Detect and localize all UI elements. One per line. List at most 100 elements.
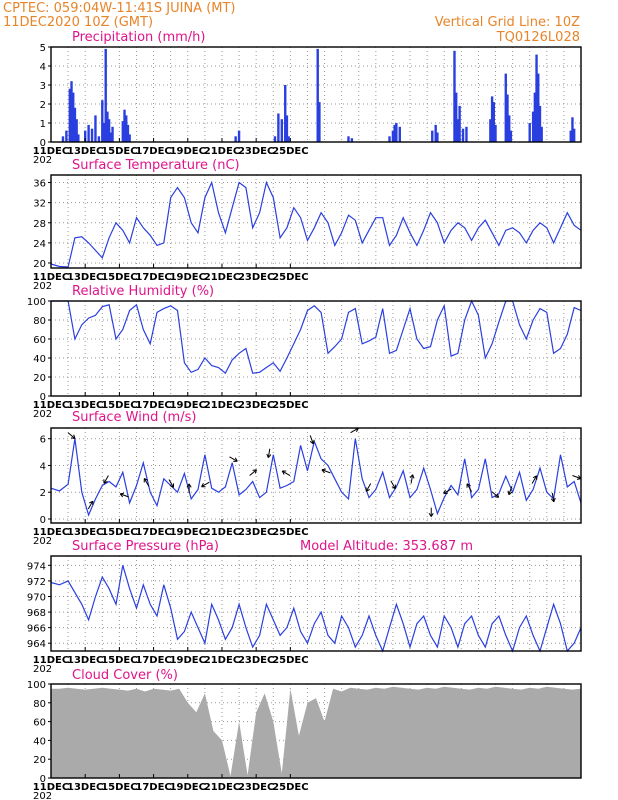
wind-arrow-head	[103, 479, 108, 484]
year-label: 202	[33, 281, 52, 292]
wind-arrow-head	[281, 470, 287, 475]
precip-bar	[569, 130, 572, 142]
x-tick-label: 19DEC	[170, 655, 206, 666]
precip-bar	[453, 50, 456, 142]
wind-arrow-head	[321, 468, 326, 474]
precip-bar	[456, 119, 460, 142]
wind-arrow	[103, 475, 109, 484]
precip-bar	[277, 113, 280, 142]
y-tick-label: 24	[33, 239, 46, 250]
y-tick-label: 968	[27, 608, 46, 619]
wind-arrow	[267, 448, 271, 458]
wind-arrow-head	[70, 434, 76, 439]
wind-arrow	[410, 474, 414, 484]
y-tick-label: 36	[33, 179, 46, 190]
pressure-title: Surface Pressure (hPa)	[72, 539, 219, 554]
precip-bar	[350, 138, 354, 142]
x-tick-label: 21DEC	[204, 527, 240, 538]
x-tick-label: 23DEC	[238, 146, 274, 157]
wind-arrow-head	[365, 487, 370, 492]
wind-arrow-head	[169, 483, 175, 488]
y-tick-label: 4	[40, 62, 46, 73]
precip-bar	[126, 124, 130, 142]
wind-arrow	[350, 427, 359, 434]
wind-arrow	[551, 492, 555, 502]
wind-panel: 024611DEC13DEC15DEC17DEC19DEC21DEC23DEC2…	[33, 427, 582, 547]
wind-arrow-head	[201, 482, 206, 488]
precip-bar	[70, 81, 73, 142]
x-tick-label: 11DEC	[33, 527, 69, 538]
wind-arrow	[531, 475, 538, 484]
y-tick-label: 28	[33, 219, 46, 230]
year-label: 202	[33, 155, 52, 166]
header-model-id: TQ0126L028	[496, 30, 580, 45]
y-tick-label: 3	[40, 81, 46, 92]
wind-arrow-head	[252, 469, 258, 474]
y-tick-label: 0	[40, 392, 46, 403]
wind-arrow	[168, 479, 174, 488]
precip-bar	[65, 130, 68, 142]
y-tick-label: 80	[33, 316, 46, 327]
precip-bar	[538, 105, 542, 142]
x-tick-label: 25DEC	[272, 527, 308, 538]
y-tick-label: 2	[40, 100, 46, 111]
header-location: CPTEC: 059:04W-11:41S JUINA (MT)	[3, 1, 236, 16]
precip-bar	[347, 136, 350, 142]
y-tick-label: 60	[33, 335, 46, 346]
y-tick-label: 5	[40, 43, 46, 54]
x-tick-label: 11DEC	[33, 146, 69, 157]
x-tick-label: 13DEC	[67, 146, 103, 157]
x-tick-label: 25DEC	[272, 146, 308, 157]
y-tick-label: 1	[40, 119, 46, 130]
y-tick-label: 966	[27, 624, 46, 635]
y-tick-label: 0	[40, 138, 46, 149]
wind-arrow-head	[89, 500, 94, 506]
precip-bar	[102, 123, 106, 142]
precip-bar	[107, 119, 111, 142]
wind-arrow	[309, 435, 314, 445]
x-tick-label: 21DEC	[204, 782, 240, 793]
precip-bar	[77, 134, 80, 142]
x-tick-label: 19DEC	[170, 146, 206, 157]
precip-bar	[504, 73, 507, 142]
wind-arrow	[443, 488, 452, 494]
precip-bar	[90, 128, 94, 142]
x-tick-label: 21DEC	[204, 272, 240, 283]
precip-bar	[431, 130, 434, 142]
precip-bar	[316, 48, 319, 142]
wind-arrow	[508, 486, 513, 495]
precip-bar	[436, 132, 439, 142]
precip-bar	[489, 119, 492, 142]
precip-bar	[128, 134, 131, 142]
x-tick-label: 15DEC	[101, 146, 137, 157]
precip-bar	[106, 111, 109, 142]
y-tick-label: 964	[27, 639, 46, 650]
x-tick-label: 19DEC	[170, 782, 206, 793]
precip-bar	[72, 92, 75, 142]
wind-arrow-head	[494, 493, 500, 498]
precip-bar	[540, 126, 543, 142]
precip-bar	[125, 115, 128, 142]
precip-bar	[393, 124, 396, 142]
y-tick-label: 972	[27, 577, 46, 588]
wind-arrow-head	[186, 483, 192, 488]
x-tick-label: 23DEC	[238, 400, 274, 411]
precip-bar	[507, 115, 511, 142]
precip-bar	[73, 107, 77, 142]
x-tick-label: 11DEC	[33, 400, 69, 411]
wind-arrow-head	[550, 497, 556, 503]
wind-arrow	[466, 483, 473, 492]
x-tick-label: 11DEC	[33, 272, 69, 283]
wind-arrow	[249, 469, 257, 476]
pressure-line	[50, 565, 582, 653]
y-tick-label: 970	[27, 592, 46, 603]
x-tick-label: 15DEC	[101, 782, 137, 793]
humidity-title: Relative Humidity (%)	[72, 284, 214, 299]
wind-arrow-head	[409, 474, 415, 479]
x-tick-label: 15DEC	[101, 527, 137, 538]
precip-bar	[571, 117, 574, 142]
precip-bar	[434, 124, 437, 142]
wind-arrow-head	[391, 484, 396, 490]
x-tick-label: 17DEC	[135, 527, 171, 538]
temp-panel: 20 24 28 32 36 11DEC13DEC15DEC17DEC19DEC21DEC…	[33, 174, 582, 292]
